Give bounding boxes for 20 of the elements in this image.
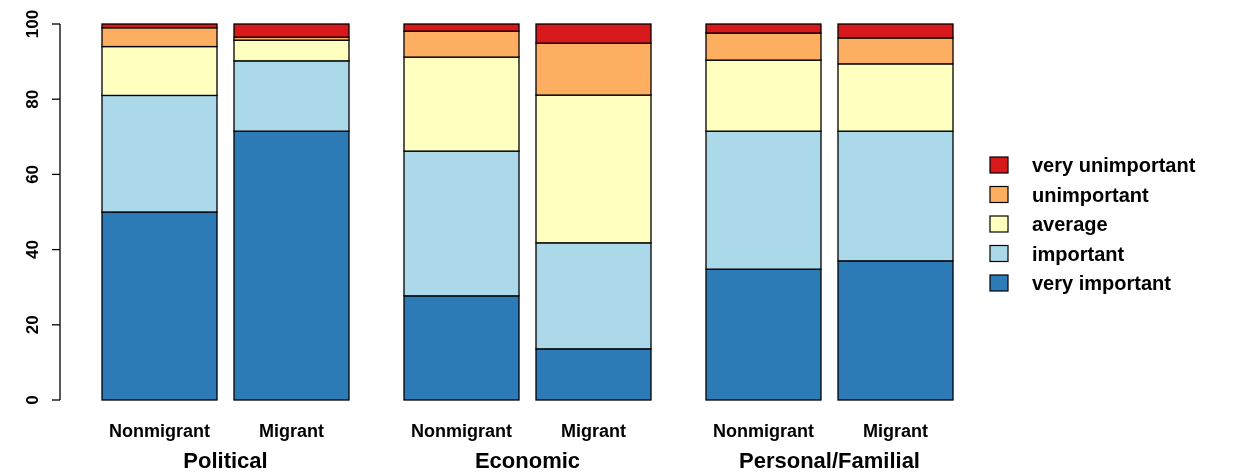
text: Political — [183, 448, 268, 473]
x-tick-label: Nonmigrant — [713, 421, 814, 441]
text: Economic — [474, 448, 581, 473]
y-tick-label: 80 — [23, 89, 42, 109]
y-tick-label: 0 — [23, 395, 42, 405]
legend-label: average — [1032, 213, 1108, 235]
legend-label: important — [1032, 242, 1125, 265]
legend-label: very important — [1032, 272, 1172, 294]
legend-label: very unimportant — [1032, 154, 1196, 176]
x-tick-label: Nonmigrant — [109, 421, 210, 441]
x-tick-label: Migrant — [561, 421, 626, 441]
y-tick-label: 60 — [23, 164, 42, 184]
x-tick-label: Migrant — [863, 421, 928, 441]
y-tick-label: 40 — [23, 240, 42, 260]
y-tick-label: 100 — [23, 9, 42, 39]
legend-label: unimportant — [1032, 183, 1149, 206]
text: Personal/Familial — [739, 448, 920, 473]
x-tick-label: Migrant — [259, 421, 324, 441]
x-tick-label: Nonmigrant — [411, 421, 512, 441]
y-tick-label: 20 — [23, 315, 42, 335]
